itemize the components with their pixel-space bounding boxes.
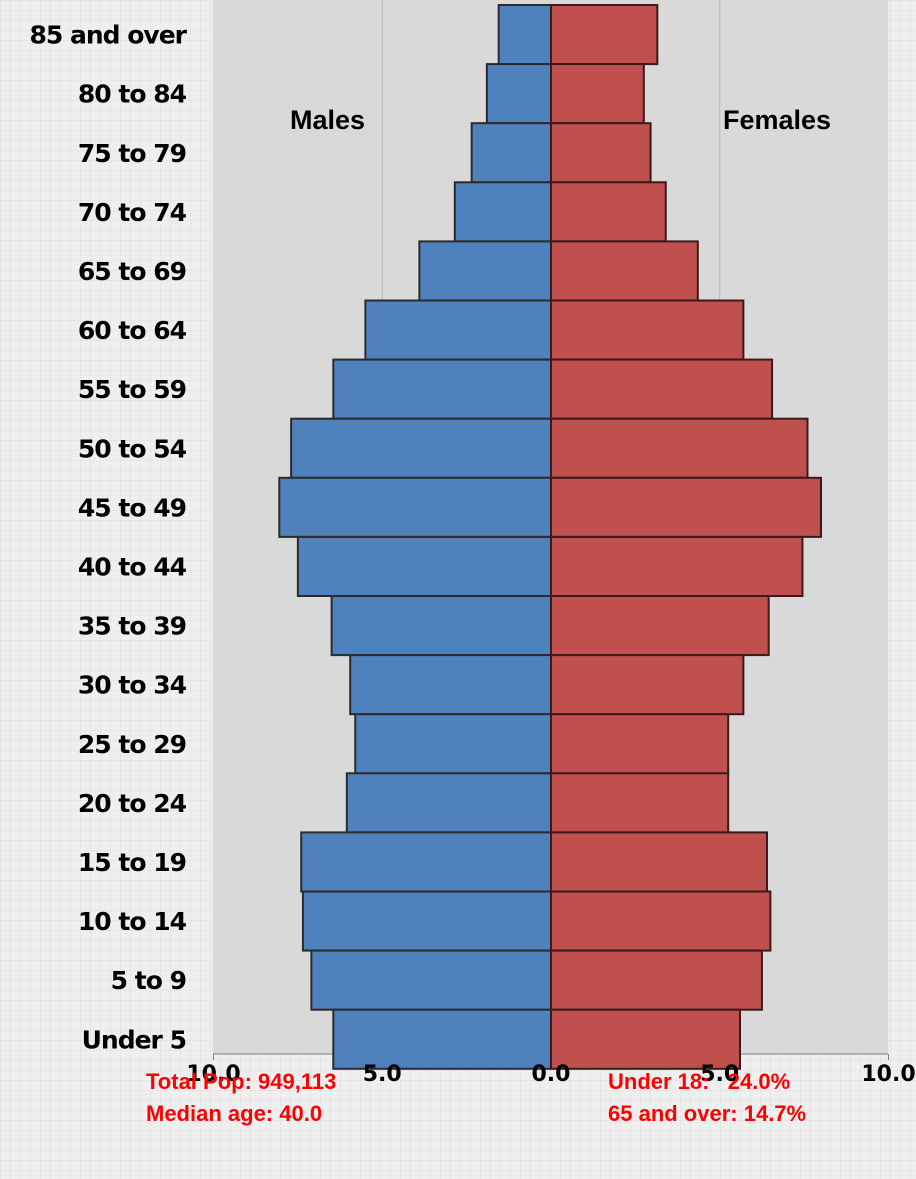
age-group-label: 75 to 79: [78, 139, 186, 168]
bar-male: [310, 949, 552, 1011]
age-group-label: 15 to 19: [78, 848, 186, 877]
under-18-stat: Under 18: 24.0%: [608, 1069, 791, 1094]
bars: [278, 4, 822, 1070]
age-group-label: 60 to 64: [78, 316, 187, 345]
age-group-label: 35 to 39: [78, 612, 186, 641]
bar-female: [550, 890, 772, 952]
bar-male: [296, 535, 552, 598]
series-label-males: Males: [290, 105, 365, 135]
age-group-label: 40 to 44: [78, 552, 187, 581]
bar-male: [354, 713, 552, 775]
bar-male: [301, 890, 552, 952]
age-group-label: 80 to 84: [78, 80, 187, 109]
x-tick-label: 10.0: [861, 1062, 915, 1087]
age-group-label: 5 to 9: [111, 966, 186, 995]
bar-female: [550, 63, 645, 125]
bar-male: [332, 1008, 552, 1070]
x-axis-tick-labels: 10.0 5.0 0.0 5.0 10.0: [186, 1062, 915, 1087]
over-65-stat: 65 and over: 14.7%: [608, 1101, 807, 1126]
x-tick-label: 5.0: [363, 1062, 402, 1087]
x-tick-label: 5.0: [700, 1062, 739, 1087]
bar-female: [550, 595, 770, 657]
x-tick-label: 10.0: [186, 1062, 240, 1087]
bar-male: [453, 181, 552, 243]
age-group-label: 30 to 34: [78, 671, 187, 700]
age-group-label: 25 to 29: [78, 730, 186, 759]
median-age-stat: Median age: 40.0: [146, 1101, 323, 1126]
bar-male: [349, 654, 552, 716]
bar-male: [470, 122, 552, 184]
age-group-label: 65 to 69: [78, 257, 186, 286]
bar-female: [550, 949, 763, 1011]
age-group-label: 45 to 49: [78, 493, 186, 522]
bar-male: [345, 772, 552, 834]
bar-female: [550, 654, 745, 716]
bar-female: [550, 240, 699, 302]
bar-female: [550, 772, 730, 834]
bar-male: [418, 240, 552, 302]
bar-female: [550, 122, 652, 184]
bar-female: [550, 476, 822, 538]
age-group-labels: 85 and over 80 to 84 75 to 79 70 to 74 65 to…: [29, 21, 188, 1055]
age-group-label: 10 to 14: [78, 907, 187, 936]
bar-male: [300, 831, 552, 893]
age-group-label: Under 5: [82, 1025, 186, 1054]
bar-female: [550, 713, 730, 775]
total-pop-stat: Total Pop: 949,113: [146, 1069, 337, 1094]
bar-female: [550, 358, 774, 420]
age-group-label: 70 to 74: [78, 198, 187, 227]
series-label-females: Females: [723, 105, 831, 135]
bar-male: [332, 358, 552, 420]
age-group-label: 20 to 24: [78, 789, 187, 818]
age-group-label: 55 to 59: [78, 375, 186, 404]
bar-male: [485, 63, 552, 125]
bar-female: [550, 1008, 741, 1070]
bar-male: [290, 417, 552, 479]
bar-female: [550, 417, 809, 479]
bar-female: [550, 299, 745, 361]
bar-male: [278, 476, 552, 538]
x-tick-label: 0.0: [532, 1062, 571, 1087]
age-group-label: 50 to 54: [78, 434, 187, 463]
age-group-label: 85 and over: [29, 21, 187, 50]
bar-female: [550, 4, 659, 66]
bar-female: [550, 181, 667, 243]
bar-female: [550, 831, 768, 893]
bar-male: [330, 595, 552, 657]
bar-female: [550, 535, 804, 598]
bar-male: [364, 299, 552, 361]
bar-male: [497, 4, 552, 66]
